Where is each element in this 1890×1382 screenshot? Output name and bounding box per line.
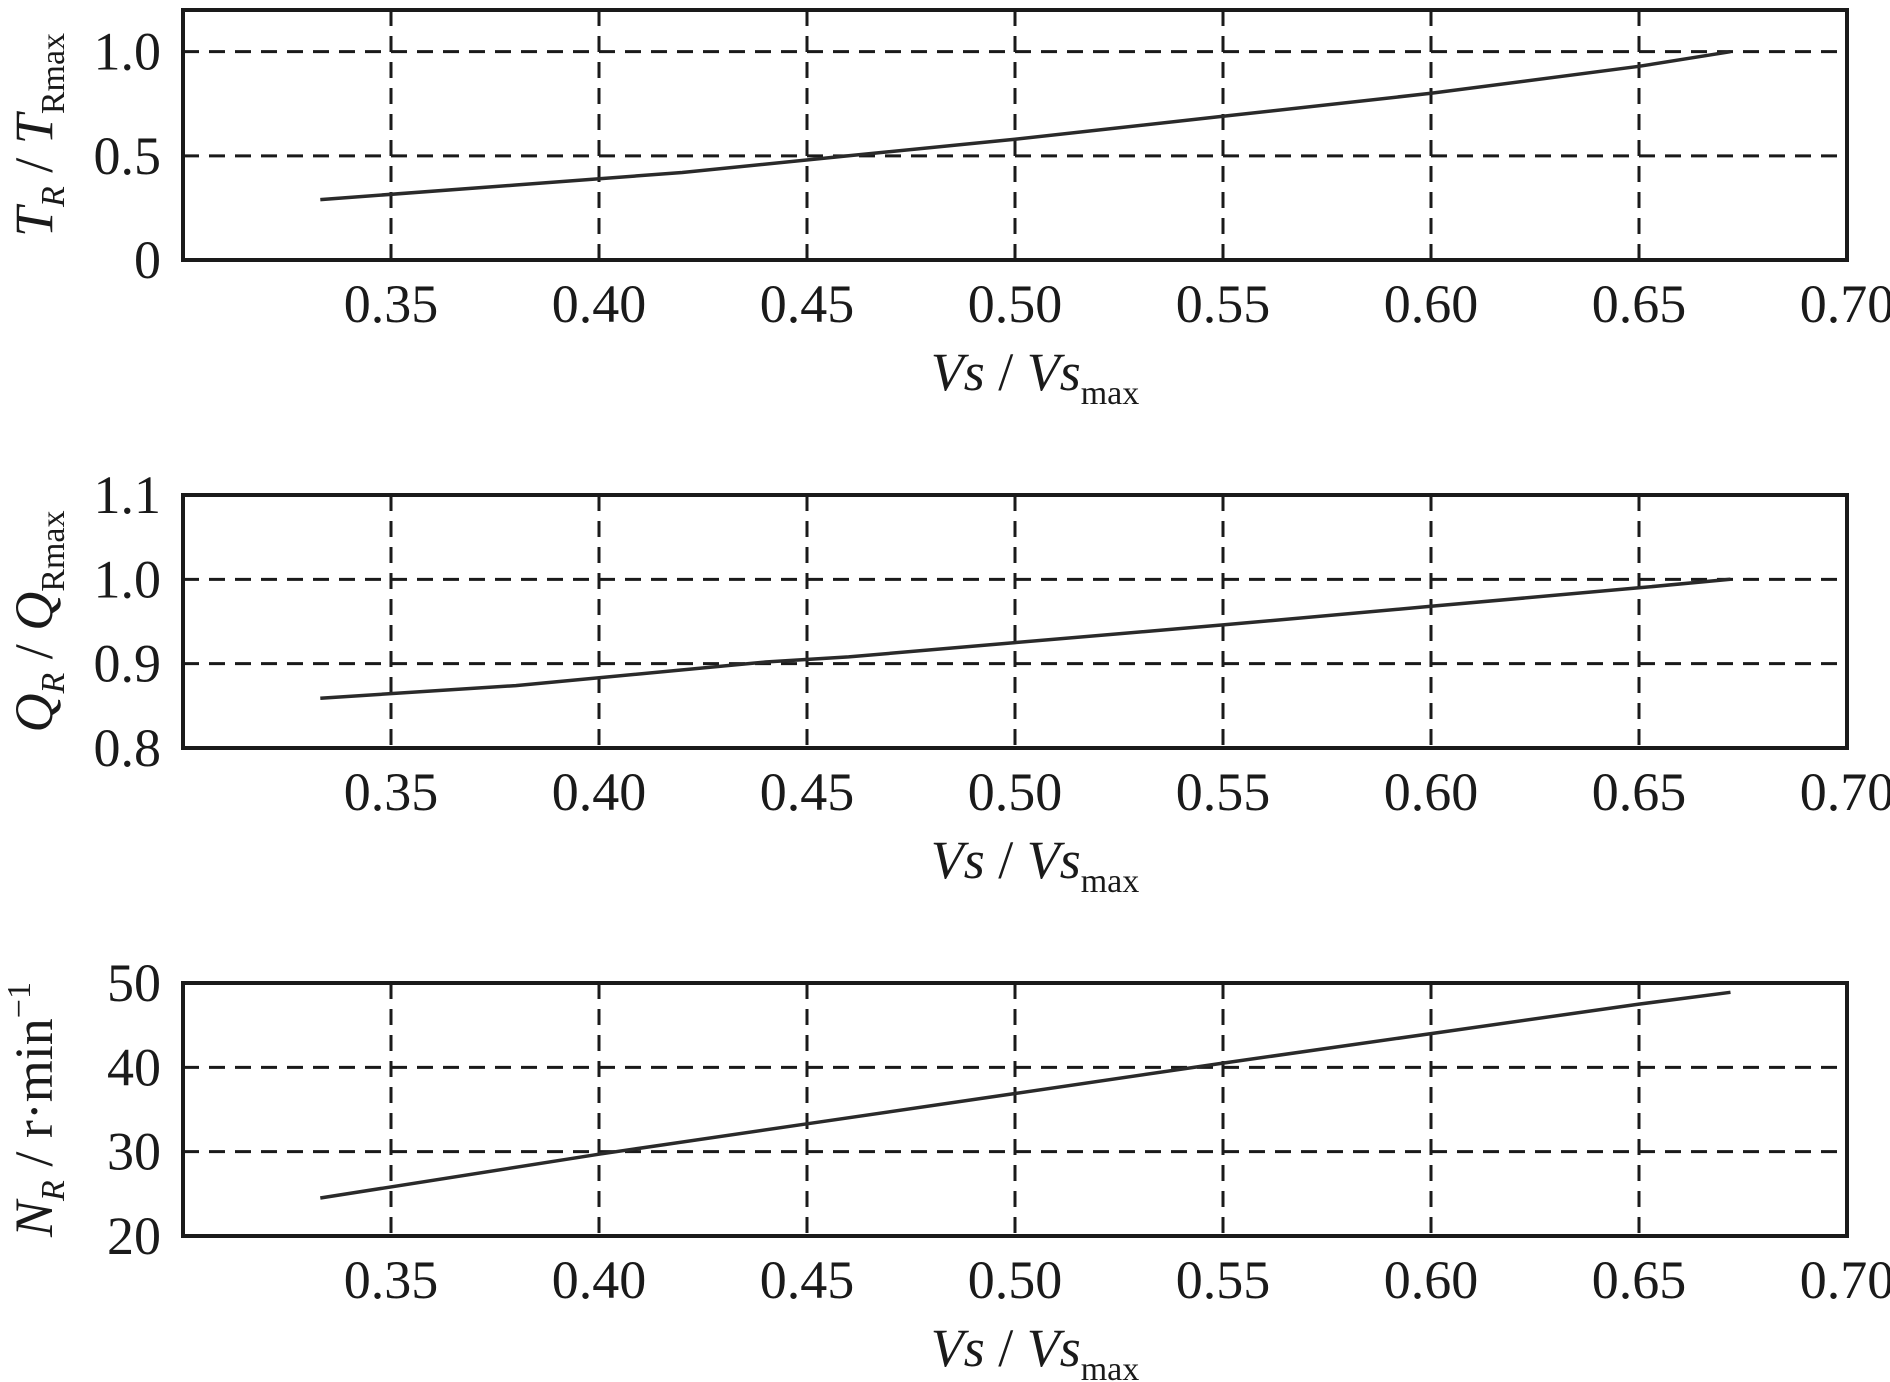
x-tick-label: 0.50 <box>968 274 1063 334</box>
chart-panel-2: 0.35 0.40 0.45 0.50 0.55 0.60 0.65 0.70 0.8 0.9 1.… <box>4 465 1890 900</box>
y-tick-label: 20 <box>107 1206 161 1266</box>
series-line-1 <box>320 990 1731 1200</box>
y-axis-title: NR / r·min−1 <box>1 982 72 1238</box>
x-tick-label: 0.45 <box>760 762 855 822</box>
x-tick-label: 0.50 <box>968 1250 1063 1310</box>
x-tick-label: 0.35 <box>344 1250 439 1310</box>
plot-frame <box>181 981 1849 1238</box>
series-line-1 <box>320 577 1731 700</box>
x-tick-label: 0.50 <box>968 762 1063 822</box>
x-tick-label: 0.55 <box>1176 762 1271 822</box>
x-tick-label: 0.40 <box>552 1250 647 1310</box>
x-tick-label: 0.35 <box>344 274 439 334</box>
y-tick-label: 0 <box>134 230 161 290</box>
y-tick-label: 50 <box>107 953 161 1013</box>
x-tick-label: 0.70 <box>1800 274 1890 334</box>
y-tick-label: 1.0 <box>94 22 162 82</box>
series-line-1 <box>320 49 1731 202</box>
y-axis-title: TR / TRmax <box>4 33 72 237</box>
x-tick-label: 0.55 <box>1176 1250 1271 1310</box>
y-tick-label: 30 <box>107 1122 161 1182</box>
y-axis-title: QR / QRmax <box>4 510 72 732</box>
x-axis-title: Vs / Vsmax <box>931 830 1140 900</box>
x-tick-label: 0.35 <box>344 762 439 822</box>
chart-panel-3: 0.35 0.40 0.45 0.50 0.55 0.60 0.65 0.70 20 30 40 50… <box>1 953 1890 1382</box>
x-tick-label: 0.55 <box>1176 274 1271 334</box>
chart-panel-1: 0.35 0.40 0.45 0.50 0.55 0.60 0.65 0.70 0 0.5 1.0 V… <box>4 8 1890 412</box>
x-tick-label: 0.70 <box>1800 762 1890 822</box>
x-tick-label: 0.65 <box>1592 274 1687 334</box>
x-tick-label: 0.65 <box>1592 762 1687 822</box>
y-tick-label: 40 <box>107 1037 161 1097</box>
plot-frame <box>181 8 1849 262</box>
x-tick-label: 0.65 <box>1592 1250 1687 1310</box>
x-tick-label: 0.70 <box>1800 1250 1890 1310</box>
plot-frame <box>181 493 1849 750</box>
x-tick-label: 0.40 <box>552 274 647 334</box>
x-tick-label: 0.45 <box>760 274 855 334</box>
x-tick-label: 0.60 <box>1384 1250 1479 1310</box>
y-tick-label: 0.8 <box>94 718 162 778</box>
x-axis-title: Vs / Vsmax <box>931 1318 1140 1382</box>
x-axis-title: Vs / Vsmax <box>931 342 1140 412</box>
x-tick-label: 0.40 <box>552 762 647 822</box>
y-tick-label: 1.1 <box>94 465 162 525</box>
y-tick-label: 0.9 <box>94 634 162 694</box>
x-tick-label: 0.45 <box>760 1250 855 1310</box>
x-tick-label: 0.60 <box>1384 274 1479 334</box>
y-tick-label: 1.0 <box>94 549 162 609</box>
x-tick-label: 0.60 <box>1384 762 1479 822</box>
y-tick-label: 0.5 <box>94 126 162 186</box>
